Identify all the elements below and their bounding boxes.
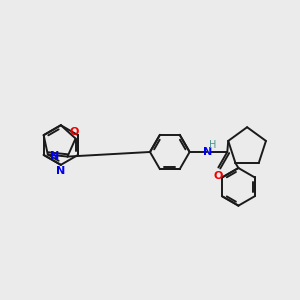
Text: H: H	[209, 140, 216, 150]
Text: N: N	[50, 151, 59, 160]
Text: N: N	[203, 147, 212, 157]
Text: O: O	[70, 127, 79, 136]
Text: O: O	[214, 171, 223, 182]
Text: N: N	[56, 166, 65, 176]
